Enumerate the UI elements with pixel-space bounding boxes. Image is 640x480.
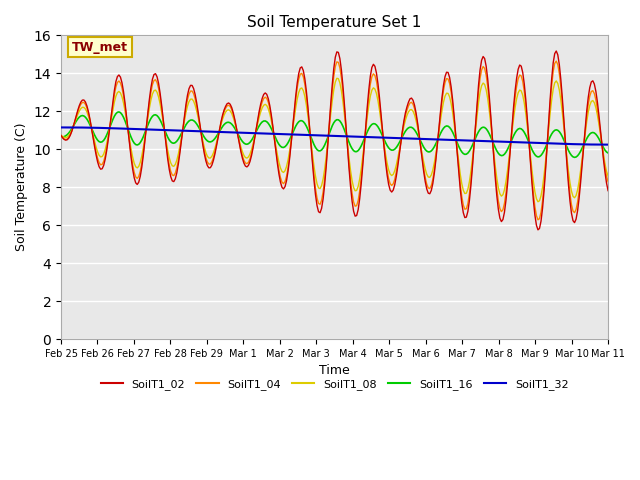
SoilT1_16 (57, 134, 65, 140)
SoilT1_08 (57, 132, 65, 138)
SoilT1_02 (577, 179, 584, 185)
SoilT1_16 (577, 148, 584, 154)
Title: Soil Temperature Set 1: Soil Temperature Set 1 (247, 15, 422, 30)
Line: SoilT1_08: SoilT1_08 (61, 78, 608, 202)
SoilT1_32 (220, 129, 228, 135)
SoilT1_02 (534, 227, 542, 233)
SoilT1_02 (124, 128, 132, 133)
SoilT1_04 (577, 174, 584, 180)
SoilT1_04 (296, 72, 304, 77)
SoilT1_16 (115, 109, 123, 115)
SoilT1_08 (220, 112, 228, 118)
SoilT1_16 (298, 118, 306, 123)
SoilT1_16 (604, 150, 612, 156)
SoilT1_32 (296, 132, 304, 138)
SoilT1_04 (124, 128, 132, 133)
SoilT1_08 (534, 199, 542, 204)
SoilT1_16 (240, 140, 248, 146)
SoilT1_02 (239, 155, 246, 161)
SoilT1_02 (604, 188, 612, 193)
SoilT1_02 (552, 48, 560, 54)
SoilT1_02 (248, 153, 255, 158)
SoilT1_04 (534, 217, 542, 223)
SoilT1_08 (333, 75, 340, 81)
Line: SoilT1_32: SoilT1_32 (61, 127, 608, 144)
SoilT1_32 (124, 126, 132, 132)
SoilT1_04 (604, 179, 612, 185)
SoilT1_08 (577, 168, 584, 173)
SoilT1_16 (125, 131, 133, 136)
SoilT1_04 (248, 151, 255, 156)
SoilT1_32 (239, 130, 246, 136)
SoilT1_04 (57, 133, 65, 139)
Line: SoilT1_16: SoilT1_16 (61, 112, 608, 157)
SoilT1_04 (220, 109, 228, 115)
SoilT1_32 (57, 124, 65, 130)
SoilT1_02 (296, 65, 304, 71)
Legend: SoilT1_02, SoilT1_04, SoilT1_08, SoilT1_16, SoilT1_32: SoilT1_02, SoilT1_04, SoilT1_08, SoilT1_… (96, 374, 573, 394)
SoilT1_08 (296, 86, 304, 92)
SoilT1_32 (248, 130, 255, 136)
Text: TW_met: TW_met (72, 40, 128, 53)
SoilT1_16 (249, 135, 257, 141)
SoilT1_32 (573, 142, 581, 147)
SoilT1_04 (552, 58, 560, 64)
SoilT1_32 (604, 142, 612, 147)
SoilT1_04 (239, 153, 246, 158)
X-axis label: Time: Time (319, 364, 350, 377)
SoilT1_16 (571, 155, 579, 160)
Line: SoilT1_04: SoilT1_04 (61, 61, 608, 220)
SoilT1_02 (220, 107, 228, 113)
SoilT1_16 (221, 120, 229, 126)
SoilT1_08 (604, 173, 612, 179)
SoilT1_08 (248, 147, 255, 153)
SoilT1_08 (124, 127, 132, 133)
SoilT1_02 (57, 132, 65, 138)
Line: SoilT1_02: SoilT1_02 (61, 51, 608, 230)
SoilT1_08 (239, 149, 246, 155)
Y-axis label: Soil Temperature (C): Soil Temperature (C) (15, 123, 28, 252)
